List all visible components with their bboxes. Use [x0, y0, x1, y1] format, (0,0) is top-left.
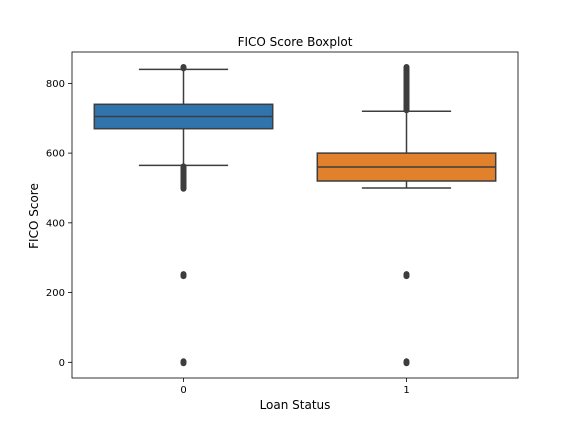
x-tick-label: 1	[403, 385, 409, 396]
x-tick-label: 0	[180, 385, 186, 396]
y-tick-label: 800	[46, 79, 65, 90]
y-axis-label: FICO Score	[27, 183, 41, 249]
plot-frame	[71, 51, 519, 379]
outlier-cluster-low	[180, 163, 187, 192]
plot-area: 0 200 400 600 800 0 1	[46, 51, 519, 396]
outlier-point	[180, 271, 187, 280]
x-axis-label: Loan Status	[260, 398, 331, 412]
y-tick-label: 0	[59, 358, 65, 369]
y-tick-label: 400	[46, 218, 65, 229]
outlier-point	[180, 358, 187, 367]
y-tick-label: 600	[46, 149, 65, 160]
outlier-point	[403, 358, 410, 367]
outlier-point	[403, 271, 410, 280]
outlier-cluster-high	[403, 63, 410, 114]
y-tick-label: 200	[46, 288, 65, 299]
chart-title: FICO Score Boxplot	[238, 35, 353, 49]
outlier-cluster-high	[180, 63, 187, 72]
